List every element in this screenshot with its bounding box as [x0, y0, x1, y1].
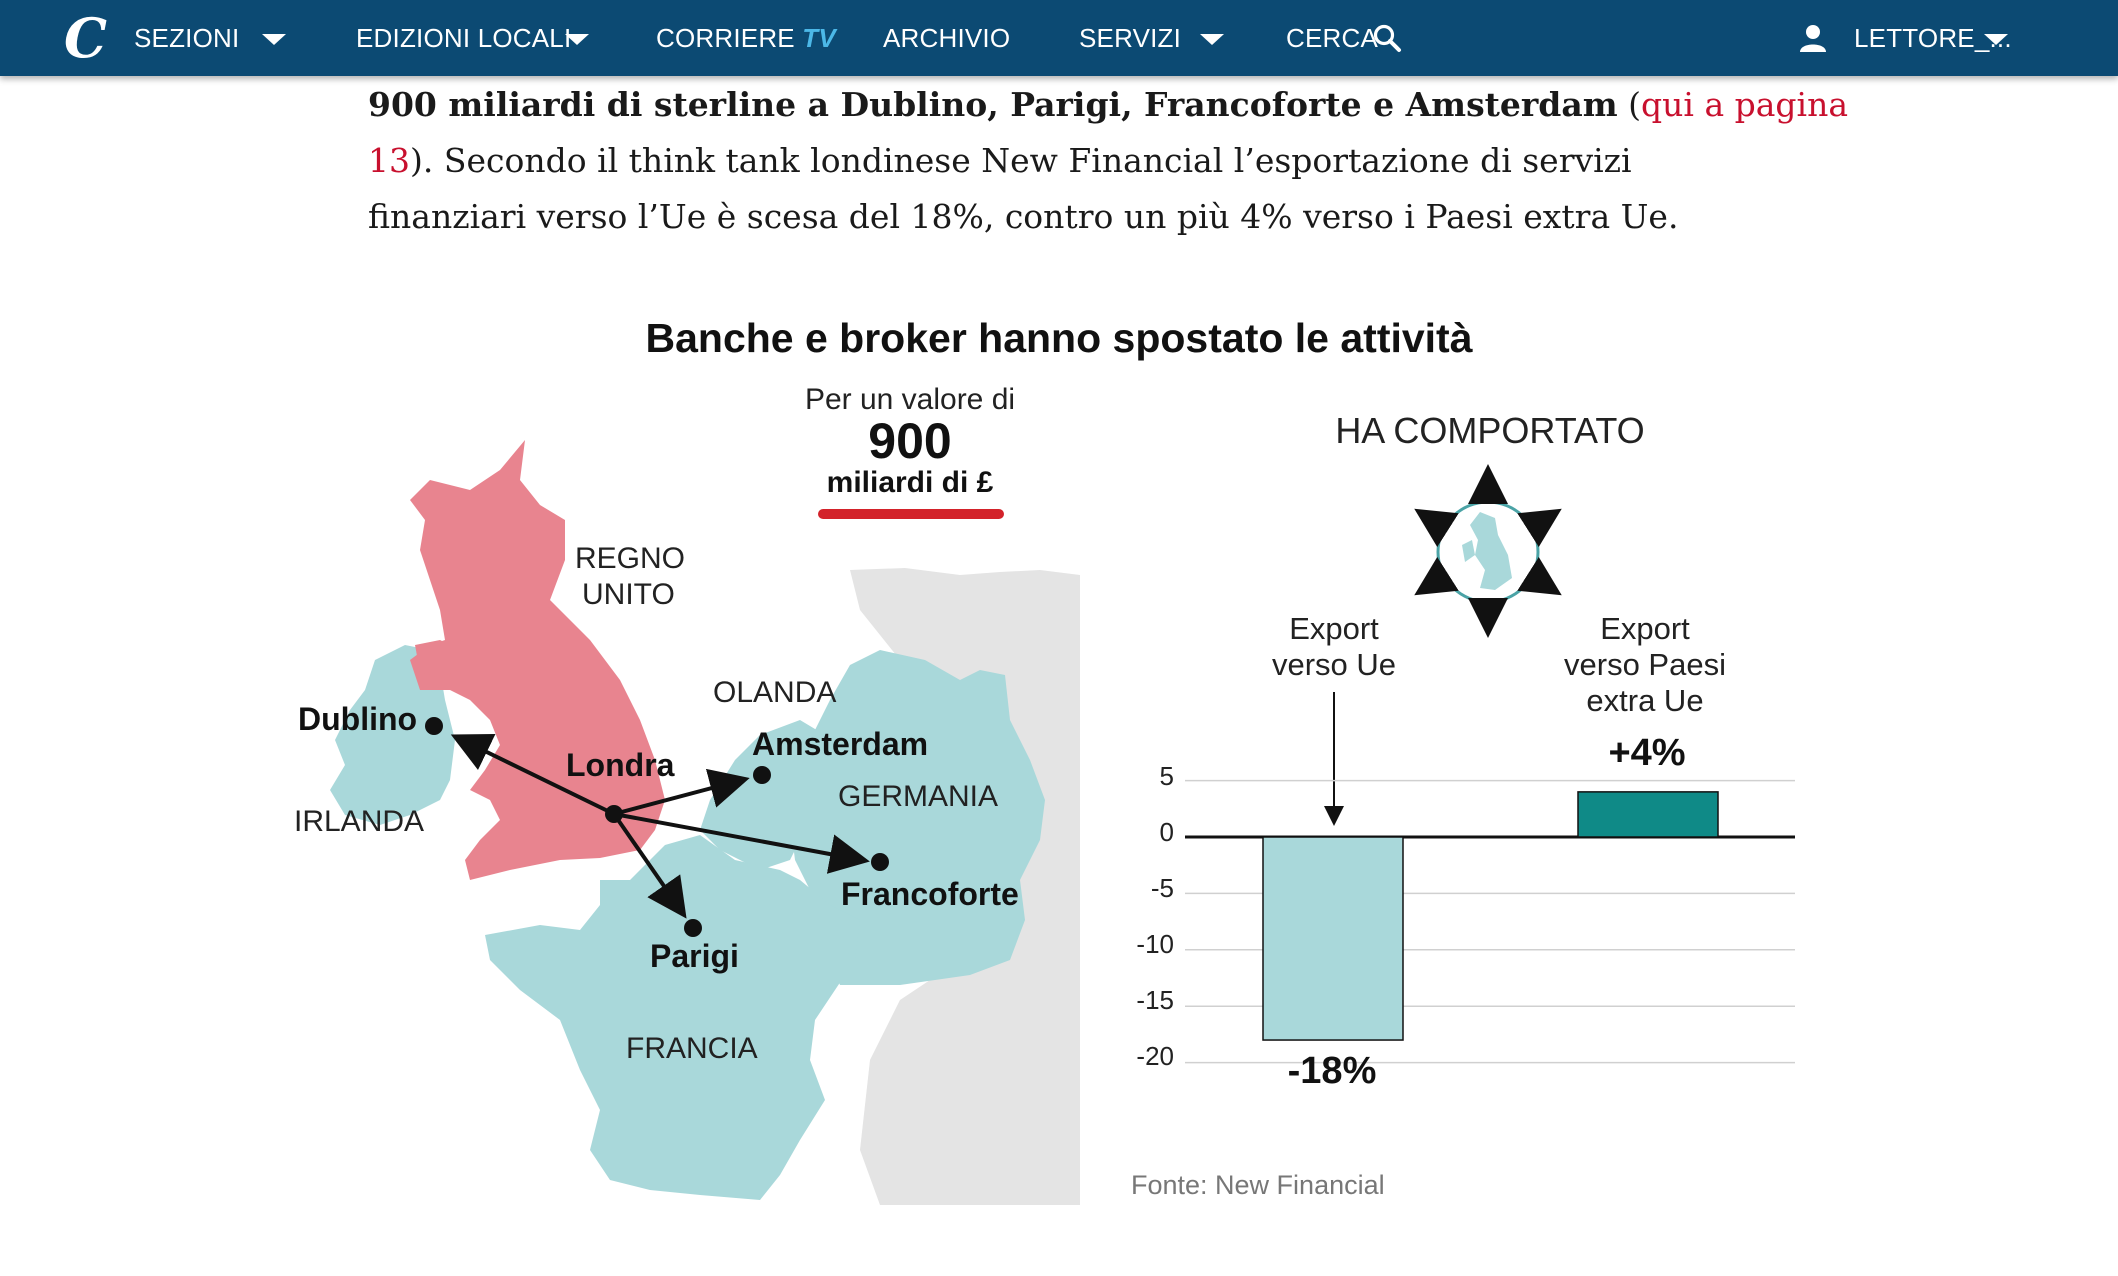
nav-corriere-label: CORRIERE	[656, 23, 795, 53]
article-page-link[interactable]: qui a pagina	[1641, 85, 1849, 124]
label-irlanda: IRLANDA	[294, 805, 425, 838]
nav-archivio[interactable]: ARCHIVIO	[883, 23, 1011, 53]
y-tick-label: 5	[1159, 761, 1174, 791]
article-paren: (	[1617, 85, 1642, 124]
corriere-logo[interactable]: C	[64, 6, 107, 70]
article-line-1: 900 miliardi di sterline a Dublino, Pari…	[368, 77, 1848, 133]
city-londra: Londra	[566, 747, 675, 783]
bar-export-ue	[1262, 836, 1404, 1041]
city-parigi: Parigi	[650, 938, 739, 974]
ha-comportato-label: HA COMPORTATO	[1335, 410, 1645, 451]
nav-tv-label: TV	[802, 23, 836, 53]
article-text: ). Secondo il think tank londinese New F…	[410, 141, 1632, 180]
label-regno: REGNO	[575, 542, 686, 575]
dot-dublino	[425, 717, 443, 735]
city-dublino: Dublino	[298, 701, 418, 737]
export-ue-line-2: verso Ue	[1271, 647, 1397, 682]
export-extra-line-1: Export	[1600, 611, 1690, 646]
nav-servizi[interactable]: SERVIZI	[1079, 23, 1182, 53]
arrow-to-francoforte	[613, 812, 870, 874]
nav-sezioni[interactable]: SEZIONI	[134, 23, 240, 53]
article-line-2: 13). Secondo il think tank londinese New…	[368, 133, 1632, 189]
arrow-to-amsterdam	[613, 768, 750, 816]
arrow-to-dublino	[450, 734, 615, 816]
map-germany	[790, 650, 1045, 985]
export-ue-line-1: Export	[1289, 611, 1379, 646]
export-extra-line-3: extra Ue	[1586, 683, 1704, 718]
article-text: finanziari verso l’Ue è scesa del 18%, c…	[368, 197, 1679, 236]
chevron-down-icon[interactable]	[1200, 34, 1224, 45]
source-note: Fonte: New Financial	[1131, 1170, 1385, 1200]
map-uk	[410, 440, 665, 880]
chevron-down-icon[interactable]	[565, 34, 589, 45]
export-extra-ue-label: Export verso Paesi extra Ue	[1525, 611, 1765, 719]
dot-londra	[605, 805, 623, 823]
y-tick-label: -10	[1136, 929, 1174, 959]
label-germania: GERMANIA	[838, 780, 999, 813]
top-navigation-bar: C SEZIONI EDIZIONI LOCALI CORRIERE TV AR…	[0, 0, 2118, 76]
y-tick-label: -5	[1150, 873, 1174, 903]
y-tick-label: -15	[1136, 985, 1174, 1015]
valore-amount: 900	[868, 413, 952, 469]
export-ue-label: Export verso Ue	[1234, 611, 1434, 683]
label-francia: FRANCIA	[626, 1032, 758, 1065]
map-other-land	[850, 568, 1080, 1205]
dot-francoforte	[871, 853, 889, 871]
y-tick-label: -20	[1136, 1041, 1174, 1071]
dot-amsterdam	[753, 766, 771, 784]
label-unito: UNITO	[582, 578, 675, 611]
nav-cerca[interactable]: CERCA	[1286, 23, 1379, 53]
search-icon[interactable]	[1372, 23, 1402, 53]
article-page-link-number[interactable]: 13	[368, 141, 410, 180]
arrow-to-parigi	[612, 812, 687, 919]
value-label-ue: -18%	[1287, 1050, 1377, 1092]
map-northern-ireland	[415, 640, 460, 678]
y-tick-label: 0	[1159, 817, 1174, 847]
value-label-extra-ue: +4%	[1608, 732, 1686, 774]
dot-parigi	[684, 919, 702, 937]
chevron-down-icon[interactable]	[262, 34, 286, 45]
chevron-down-icon[interactable]	[1984, 34, 2008, 45]
city-amsterdam: Amsterdam	[752, 726, 929, 762]
city-francoforte: Francoforte	[841, 876, 1019, 912]
valore-intro: Per un valore di	[804, 383, 1016, 416]
article-bold-text: 900 miliardi di sterline a Dublino, Pari…	[368, 85, 1618, 124]
label-olanda: OLANDA	[713, 676, 837, 709]
valore-unit: miliardi di £	[826, 466, 994, 499]
valore-underline	[818, 509, 1004, 519]
nav-corriere-tv[interactable]: CORRIERE TV	[656, 0, 836, 76]
user-icon[interactable]	[1798, 23, 1828, 53]
infographic-title: Banche e broker hanno spostato le attivi…	[645, 315, 1473, 361]
article-line-3: finanziari verso l’Ue è scesa del 18%, c…	[368, 189, 1678, 245]
nav-edizioni-locali[interactable]: EDIZIONI LOCALI	[356, 23, 572, 53]
export-extra-line-2: verso Paesi	[1564, 647, 1726, 682]
bar-export-extra-ue	[1577, 791, 1719, 838]
map-france	[485, 835, 860, 1200]
map-benelux	[700, 720, 830, 870]
globe-icon	[1414, 464, 1562, 638]
